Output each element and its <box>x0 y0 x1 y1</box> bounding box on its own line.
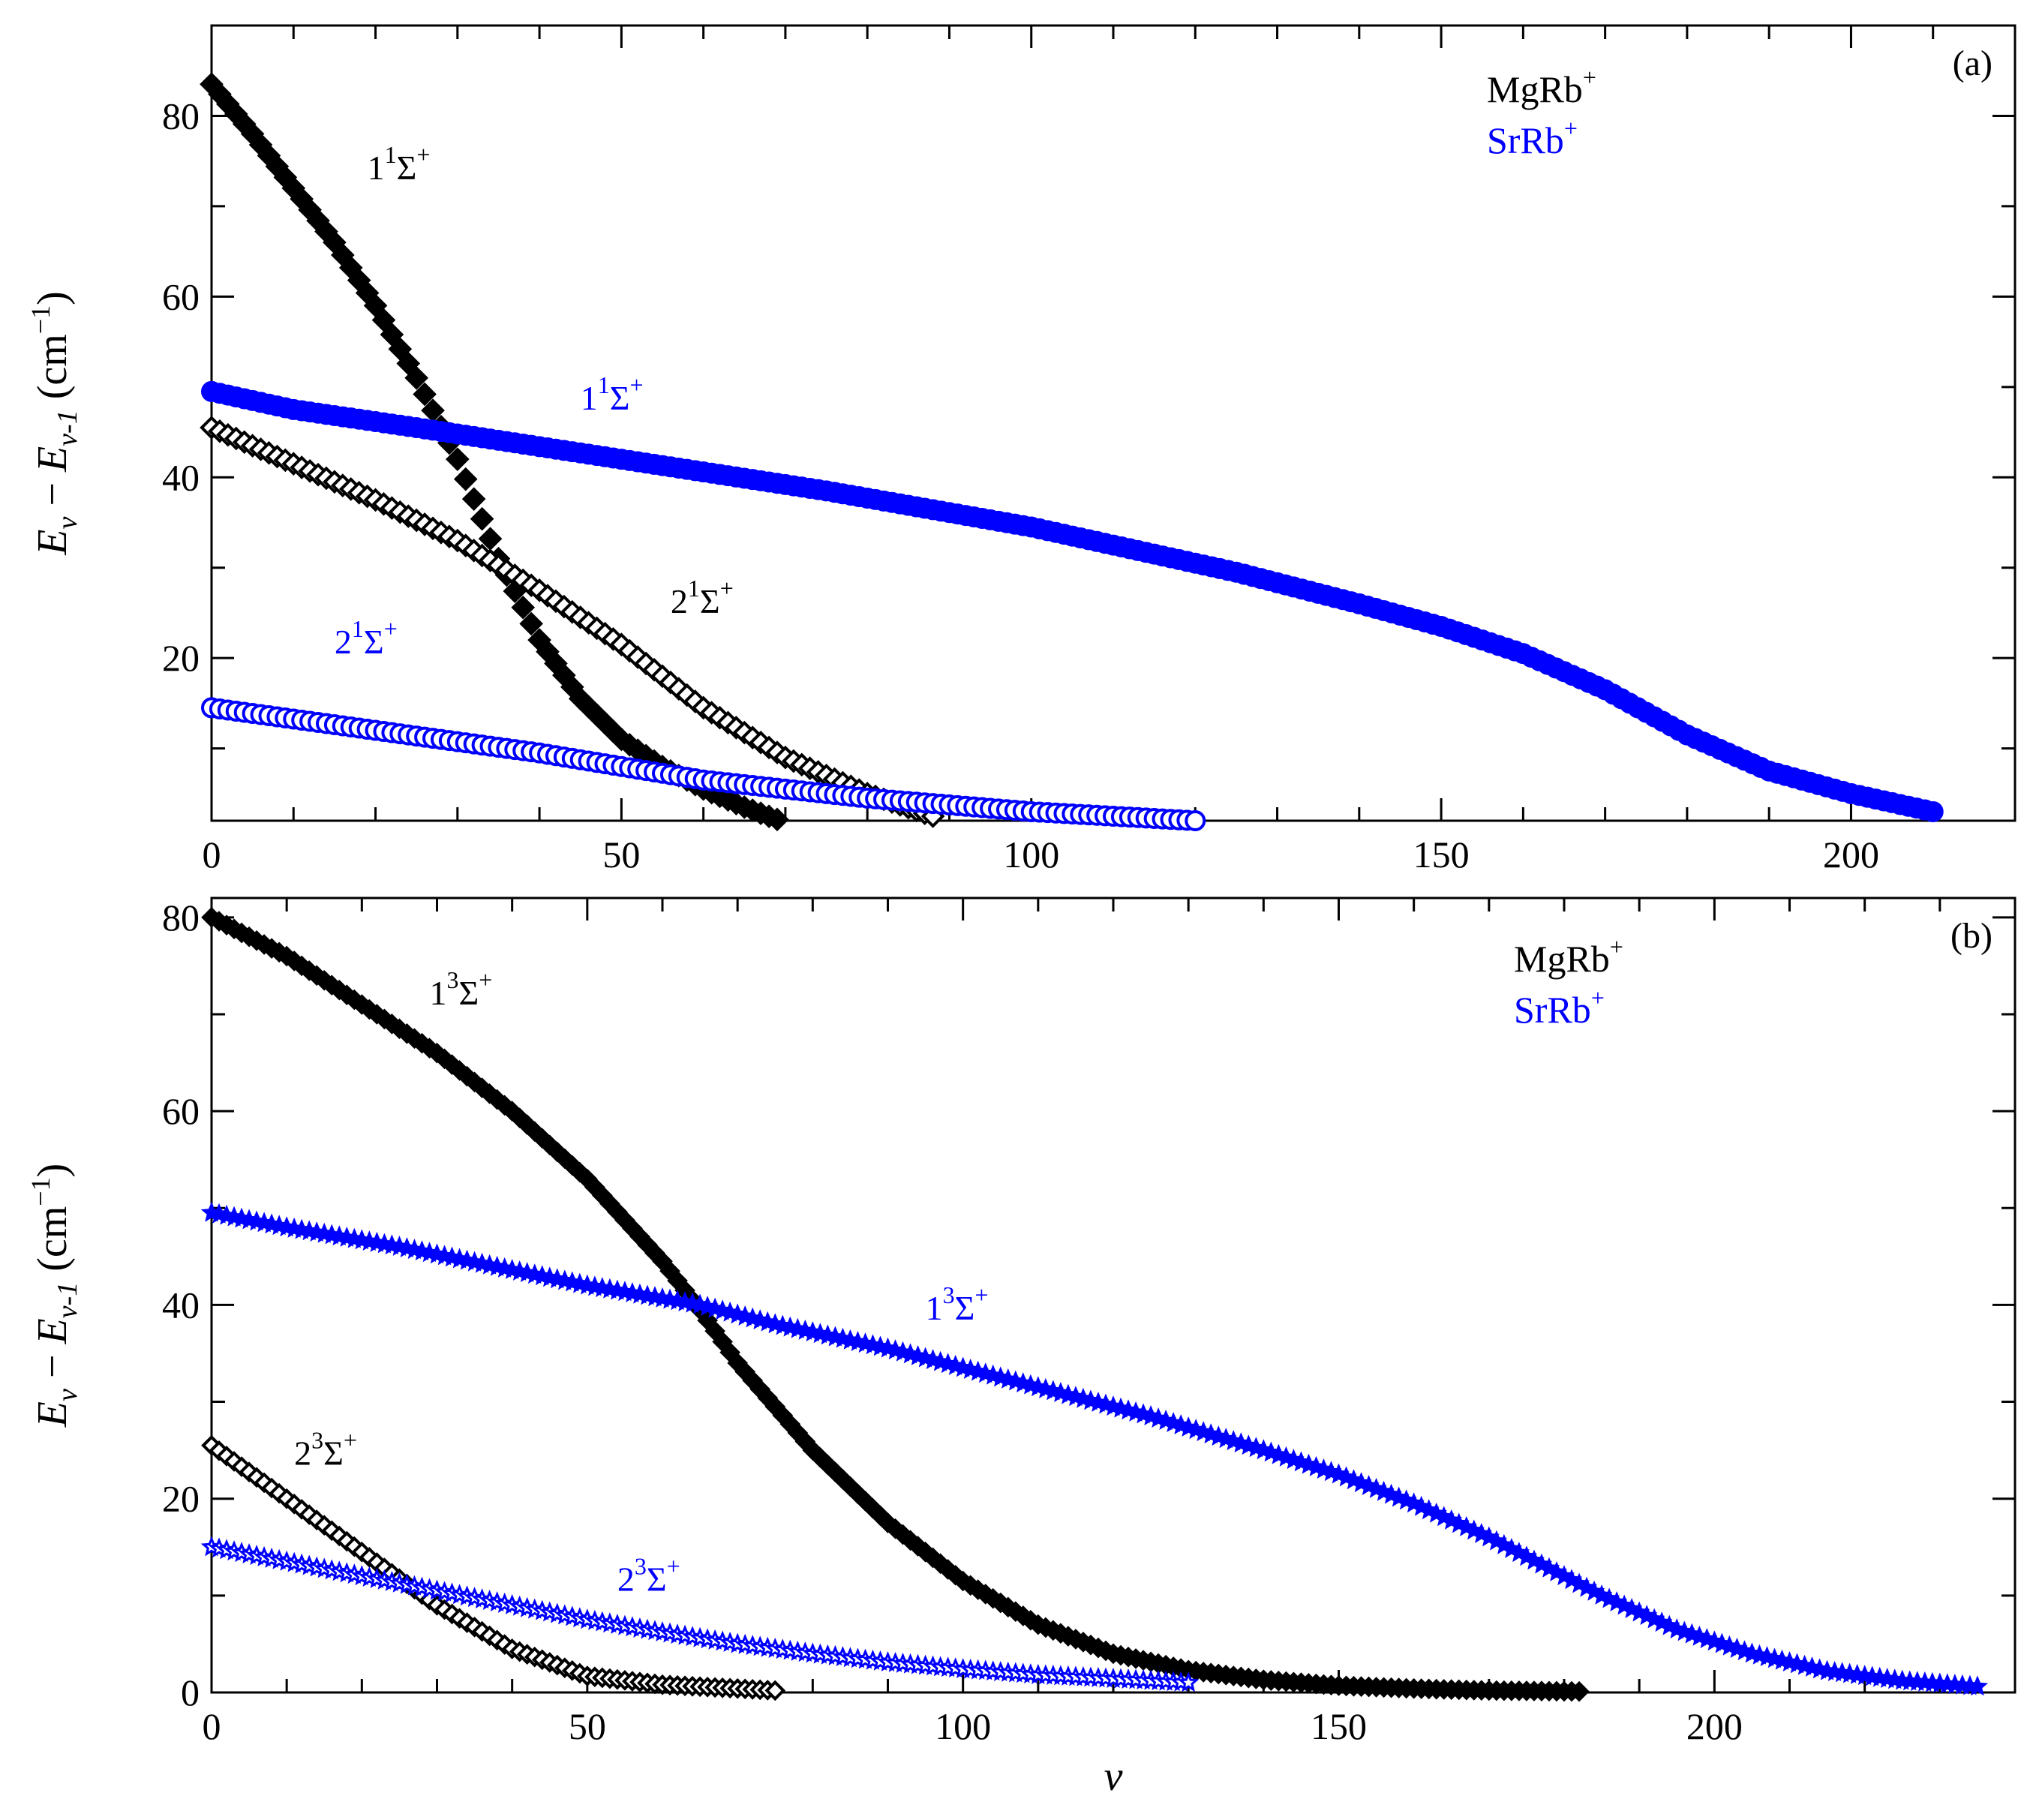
data-point <box>519 611 543 636</box>
y-tick-label: 20 <box>162 1478 200 1520</box>
x-tick-label: 150 <box>1311 1705 1367 1747</box>
x-tick-label: 0 <box>203 833 221 875</box>
data-point <box>445 447 470 472</box>
curve-label: 13Σ+ <box>429 966 492 1012</box>
y-axis-title: Ev − Ev-1 (cm−1) <box>26 291 83 555</box>
data-point <box>511 595 536 620</box>
data-point <box>461 487 486 512</box>
legend-entry-srrb: SrRb+ <box>1487 115 1578 161</box>
data-point <box>1185 810 1206 831</box>
data-point <box>371 308 396 332</box>
data-point <box>1177 1671 1200 1692</box>
curve-label: 23Σ+ <box>294 1427 357 1473</box>
curve-label: 11Σ+ <box>368 141 431 187</box>
data-point <box>363 293 388 318</box>
data-point <box>413 382 437 407</box>
curve-label: 21Σ+ <box>671 575 734 620</box>
series-SrRb-13sigmaplus <box>200 1201 1989 1696</box>
legend-entry-srrb: SrRb+ <box>1514 984 1605 1031</box>
data-point <box>388 337 413 362</box>
panel-b: 0 50 100 150 200 0 20 40 60 80 Ev − Ev-1 (cm−1) v (b… <box>26 896 2016 1800</box>
series-SrRb-21sigmaplus <box>201 697 1206 831</box>
series-MgRb-13sigmaplus <box>201 907 1590 1702</box>
y-tick-label: 40 <box>162 456 200 498</box>
data-point <box>404 365 429 390</box>
x-tick-label: 150 <box>1413 833 1470 875</box>
data-point <box>380 323 404 347</box>
curve-label: 13Σ+ <box>926 1281 989 1327</box>
y-tick-label: 80 <box>162 896 200 939</box>
x-tick-label: 50 <box>602 833 640 875</box>
y-tick-label: 20 <box>162 637 200 679</box>
y-tick-label: 60 <box>162 1090 200 1132</box>
data-point <box>478 527 503 551</box>
x-tick-label: 100 <box>935 1705 991 1747</box>
x-axis-title: v <box>1104 1753 1123 1800</box>
x-tick-label: 50 <box>569 1705 606 1747</box>
data-point <box>764 1680 786 1701</box>
y-tick-label: 80 <box>162 95 200 137</box>
series-SrRb-23sigmaplus <box>200 1536 1200 1692</box>
y-tick-label: 40 <box>162 1284 200 1326</box>
legend-entry-mgrb: MgRb+ <box>1514 933 1623 980</box>
data-point <box>1569 1680 1590 1702</box>
data-point <box>396 351 421 376</box>
x-tick-label: 200 <box>1823 833 1879 875</box>
curve-label: 23Σ+ <box>617 1552 680 1598</box>
y-axis-title: Ev − Ev-1 (cm−1) <box>26 1164 83 1428</box>
panel-a: 0 50 100 150 200 20 40 60 80 Ev − Ev-1 (cm−1) (a) M… <box>26 24 2016 875</box>
x-tick-label: 100 <box>1003 833 1059 875</box>
panel-label: (b) <box>1950 916 1992 956</box>
series-SrRb-11sigmaplus <box>201 380 1944 822</box>
curve-label: 21Σ+ <box>335 615 398 661</box>
data-point <box>1966 1675 1989 1696</box>
data-point <box>1922 800 1944 822</box>
y-tick-label: 60 <box>162 275 200 317</box>
y-tick-label: 0 <box>181 1671 200 1713</box>
x-tick-label: 0 <box>203 1705 221 1747</box>
legend-entry-mgrb: MgRb+ <box>1487 64 1596 110</box>
series-MgRb-23sigmaplus <box>201 1434 786 1701</box>
data-point <box>453 467 478 491</box>
x-tick-label: 200 <box>1686 1705 1743 1747</box>
data-point <box>470 506 494 531</box>
data-point <box>765 807 789 832</box>
panel-label: (a) <box>1953 44 1992 83</box>
curve-label: 11Σ+ <box>581 371 644 417</box>
